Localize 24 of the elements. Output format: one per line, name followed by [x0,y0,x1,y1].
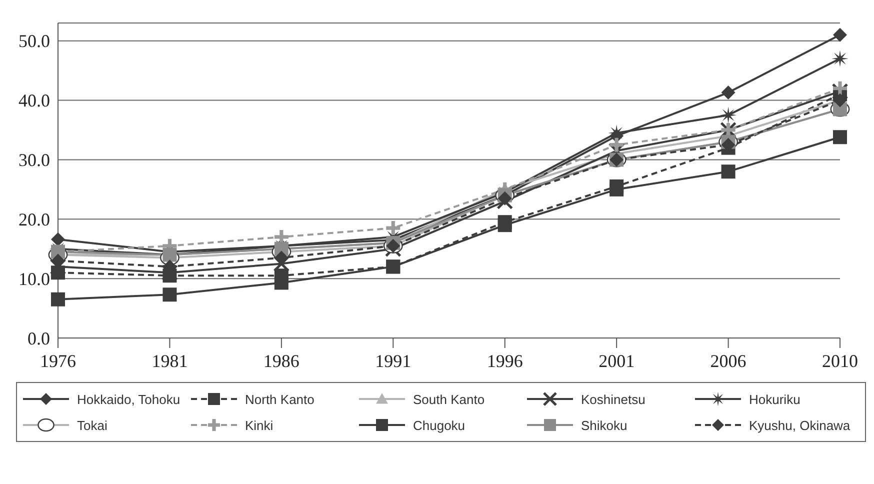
legend-label: North Kanto [245,392,314,406]
legend-label: Shikoku [581,418,628,432]
legend-label: Kyushu, Okinawa [749,418,850,432]
x-tick-label: 1976 [40,350,76,371]
legend-label: Tokai [77,418,108,432]
y-tick-label: 50.0 [18,31,50,52]
y-tick-label: 0.0 [28,328,50,348]
legend-label: Chugoku [413,418,466,432]
y-tick-label: 40.0 [18,90,50,111]
x-tick-label: 1986 [263,350,300,371]
x-tick-label: 1991 [375,350,412,371]
y-tick-label: 30.0 [18,150,50,170]
legend-label: Koshinetsu [581,392,646,406]
x-tick-label: 2006 [710,350,746,371]
x-tick-label: 2010 [822,350,858,371]
legend-label: South Kanto [413,392,485,406]
y-tick-label: 20.0 [18,210,50,230]
x-tick-label: 1996 [486,350,523,371]
legend-label: Kinki [245,418,274,432]
legend-label: Hokuriku [749,392,800,406]
y-tick-label: 10.0 [18,268,50,289]
x-tick-label: 1981 [152,350,188,371]
legend-label: Hokkaido, Tohoku [77,392,180,406]
x-tick-label: 2001 [598,350,635,371]
